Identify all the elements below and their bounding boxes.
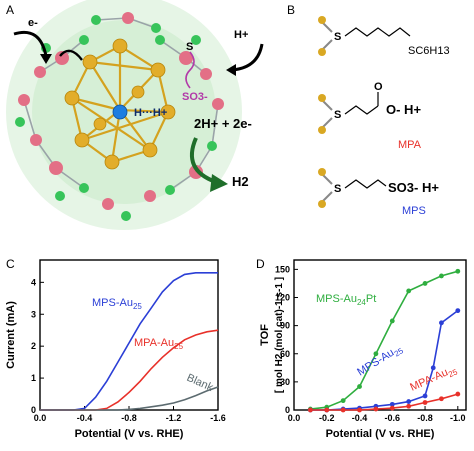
y-axis-label-line2: [ mol H2 (mol cat)-1 s-1 ]	[274, 277, 285, 393]
sulfur-label: S	[186, 41, 193, 53]
ligand-mpa: S O O- H+ MPA	[318, 81, 422, 151]
data-point	[439, 320, 444, 326]
x-tick-label: -1.6	[210, 413, 226, 423]
ligand-mps-label: MPS	[402, 205, 426, 217]
data-point	[389, 405, 395, 411]
data-point	[340, 407, 346, 413]
series-line-mpa-au25	[40, 329, 219, 411]
series-label: MPS-Au25	[92, 297, 142, 311]
data-point	[307, 407, 313, 413]
data-point	[389, 401, 395, 407]
x-tick-label: -0.8	[121, 413, 137, 423]
electron-arrow-2	[59, 49, 83, 61]
proton-label: H+	[234, 29, 248, 41]
plot-frame	[39, 259, 219, 411]
y-tick-label: 1	[31, 373, 36, 383]
series-line-mps-au24pt	[310, 270, 459, 410]
chart-c: 0.0 -0.4 -0.8 -1.2 -1.6 0 1 2 3 4 Potential (V vs.…	[5, 259, 226, 440]
data-point	[422, 400, 428, 405]
data-point	[373, 406, 379, 412]
ligand-mpa-label: MPA	[398, 139, 422, 151]
data-point	[455, 268, 461, 274]
panel-d-letter: D	[256, 257, 265, 271]
data-point	[324, 407, 330, 413]
reaction-arrow-head	[210, 174, 228, 192]
data-point	[340, 398, 346, 404]
data-point	[406, 399, 412, 404]
cluster-illustration	[6, 0, 242, 230]
y-axis-label: Current (mA)	[5, 301, 17, 369]
data-point	[357, 407, 362, 413]
panel-c-letter: C	[6, 257, 15, 271]
data-point	[373, 351, 379, 357]
y-tick-label: 0	[285, 405, 290, 415]
data-point	[389, 318, 395, 324]
x-axis-label: Potential (V vs. RHE)	[326, 428, 435, 440]
x-tick-label: -0.8	[417, 413, 433, 423]
y-tick-label: 30	[280, 377, 290, 387]
data-point	[422, 393, 428, 399]
data-point	[455, 308, 461, 314]
electron-arrow	[13, 30, 48, 57]
y-tick-label: 90	[280, 321, 290, 331]
ligand-sc6h13-label: SC6H13	[408, 45, 450, 57]
proton-arrow	[231, 43, 264, 72]
proton-arrow-head	[226, 64, 236, 76]
product-label: H2	[232, 174, 249, 189]
x-tick-label: -0.4	[77, 413, 93, 423]
series-label: MPA-Au25	[134, 337, 184, 351]
series-label: MPS-Au25	[355, 342, 405, 381]
y-axis-label-line1: TOF	[259, 324, 271, 346]
y-tick-label: 120	[275, 293, 290, 303]
y-tick-label: 3	[31, 309, 36, 319]
ligand-mps-ion: SO3- H+	[388, 180, 439, 195]
electron-label: e-	[28, 17, 38, 29]
panel-a-letter: A	[6, 3, 14, 17]
ligand-sc6h13: S SC6H13	[318, 16, 450, 57]
x-tick-label: -0.6	[385, 413, 401, 423]
series-line-mps-au25	[40, 271, 218, 411]
svg-text:S: S	[334, 109, 341, 121]
series-line-blank	[40, 386, 219, 411]
ligand-mpa-ion: O- H+	[386, 102, 421, 117]
svg-text:S: S	[334, 31, 341, 43]
x-tick-label: 0.0	[288, 413, 301, 423]
reaction-label: 2H+ + 2e-	[194, 116, 252, 131]
chart-d: 0.0 -0.2 -0.4 -0.6 -0.8 -1.0 0 30 60 90 120 150 Pote…	[259, 259, 467, 440]
hydride-label: H···H+	[134, 107, 167, 119]
y-tick-label: 2	[31, 341, 36, 351]
reaction-arrow	[190, 137, 217, 184]
x-tick-label: -1.2	[166, 413, 182, 423]
data-point	[439, 273, 444, 279]
ligand-mps: S SO3- H+ MPS	[318, 168, 439, 217]
data-point	[439, 396, 444, 402]
data-point	[357, 384, 362, 389]
series-label: Blank	[185, 372, 215, 394]
y-tick-label: 4	[31, 277, 36, 287]
data-point	[406, 403, 412, 409]
series-label: MPS-Au24Pt	[316, 293, 376, 307]
data-point	[430, 365, 436, 371]
x-tick-label: -0.4	[352, 413, 368, 423]
x-tick-label: 0.0	[34, 413, 47, 423]
x-axis-label: Potential (V vs. RHE)	[75, 428, 184, 440]
y-tick-label: 0	[31, 405, 36, 415]
data-point	[406, 288, 412, 294]
panel-b-letter: B	[287, 3, 295, 17]
x-tick-label: -1.0	[450, 413, 466, 423]
x-tick-label: -0.2	[319, 413, 335, 423]
y-tick-label: 150	[275, 264, 290, 274]
y-tick-label: 60	[280, 349, 290, 359]
svg-text:O: O	[374, 81, 383, 93]
data-point	[455, 391, 461, 397]
plot-frame	[293, 259, 467, 411]
svg-text:S: S	[334, 183, 341, 195]
series-line-mpa-au25	[310, 393, 459, 411]
electron-arrow-head	[40, 54, 52, 64]
data-point	[422, 281, 428, 286]
sulfonate-label: SO3-	[182, 91, 208, 103]
